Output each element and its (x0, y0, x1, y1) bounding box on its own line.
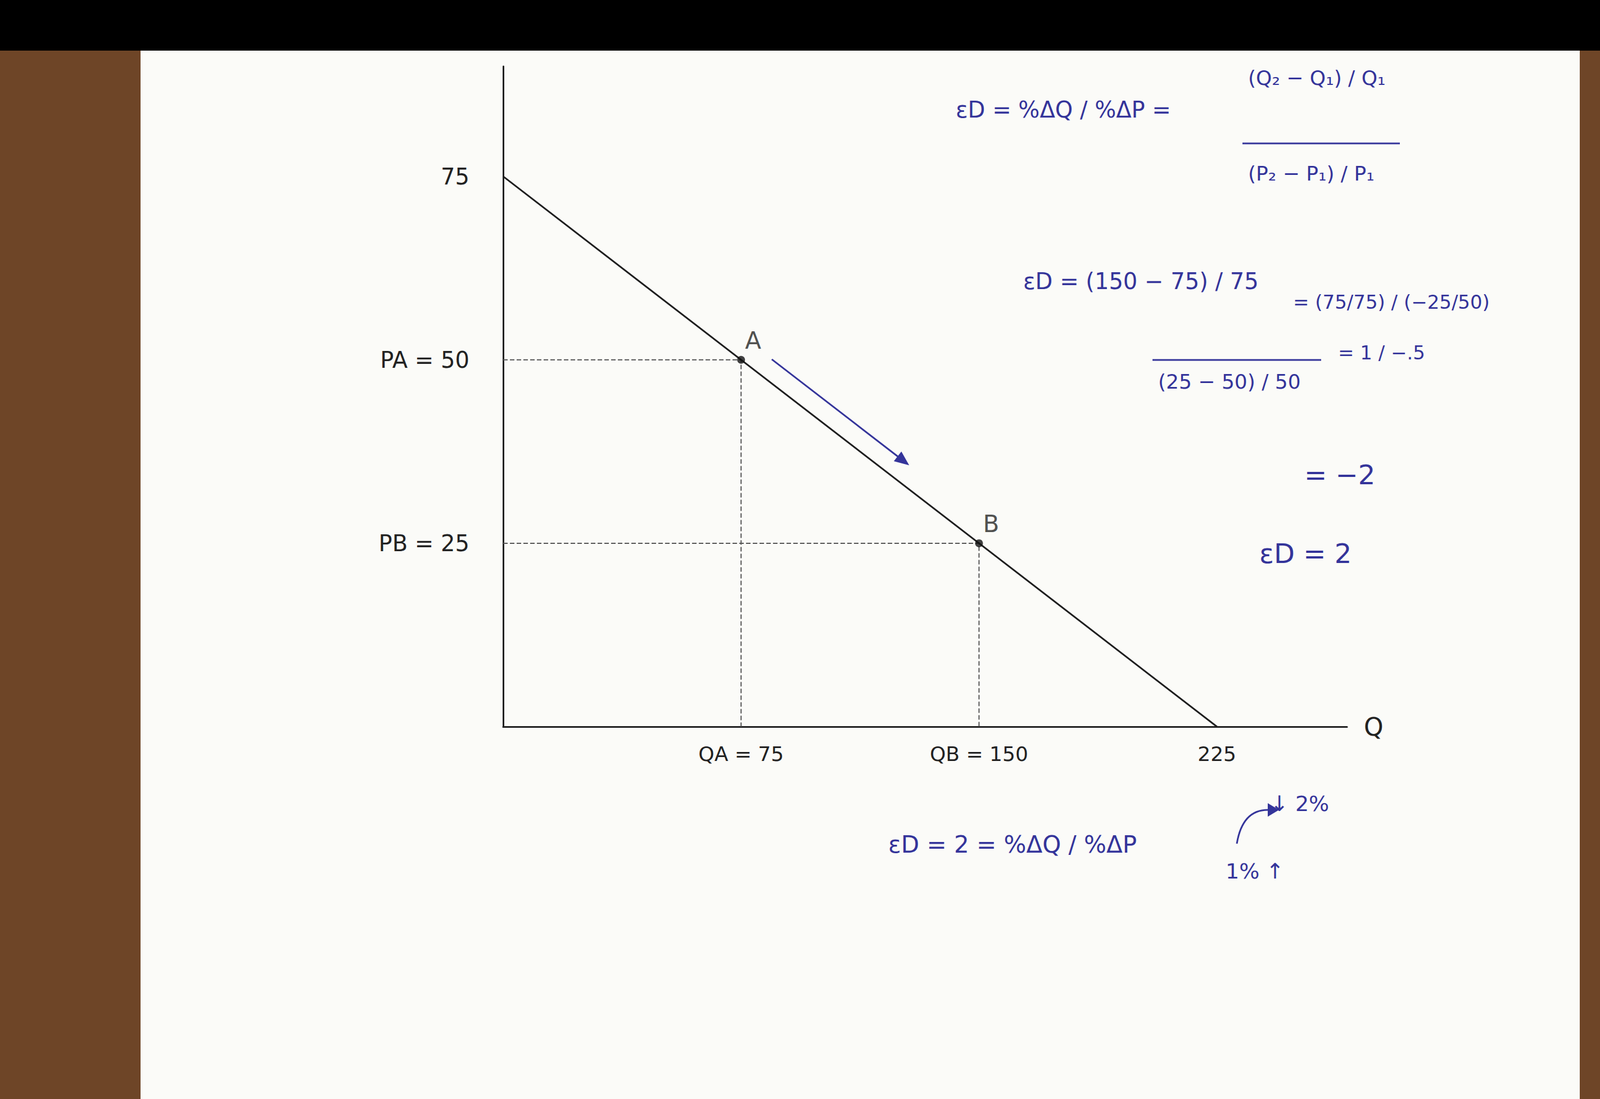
svg-text:εD = 2 = %ΔQ / %ΔP: εD = 2 = %ΔQ / %ΔP (888, 830, 1137, 858)
svg-text:1% ↑: 1% ↑ (1225, 858, 1285, 884)
svg-text:225: 225 (1197, 742, 1237, 766)
svg-text:(25 − 50) / 50: (25 − 50) / 50 (1158, 369, 1301, 393)
svg-text:↓ 2%: ↓ 2% (1270, 791, 1330, 816)
svg-text:A: A (744, 326, 762, 355)
svg-text:B: B (982, 509, 1000, 538)
svg-text:εD = (150 − 75) / 75: εD = (150 − 75) / 75 (1023, 268, 1259, 295)
svg-text:PB = 25: PB = 25 (378, 530, 470, 557)
svg-text:εD = 2: εD = 2 (1259, 537, 1352, 569)
svg-text:QA = 75: QA = 75 (698, 742, 784, 766)
svg-text:(P₂ − P₁) / P₁: (P₂ − P₁) / P₁ (1248, 161, 1375, 185)
svg-text:QB = 150: QB = 150 (929, 742, 1029, 766)
svg-text:= −2: = −2 (1304, 458, 1376, 491)
svg-text:εD = %ΔQ / %ΔP =: εD = %ΔQ / %ΔP = (955, 96, 1172, 123)
svg-text:= 1 / −.5: = 1 / −.5 (1338, 341, 1426, 364)
svg-text:PA = 50: PA = 50 (380, 346, 470, 373)
svg-text:(Q₂ − Q₁) / Q₁: (Q₂ − Q₁) / Q₁ (1248, 66, 1386, 90)
svg-text:= (75/75) / (−25/50): = (75/75) / (−25/50) (1293, 290, 1490, 314)
svg-text:Q: Q (1363, 712, 1384, 741)
svg-text:75: 75 (440, 163, 470, 190)
